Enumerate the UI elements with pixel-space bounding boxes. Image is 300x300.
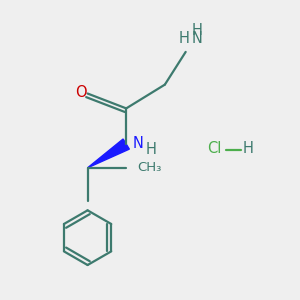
- Text: N: N: [133, 136, 143, 151]
- Text: Cl: Cl: [207, 141, 221, 156]
- Text: H: H: [191, 23, 202, 38]
- Text: H: H: [243, 141, 254, 156]
- Text: H: H: [146, 142, 156, 157]
- Text: N: N: [191, 31, 202, 46]
- Text: CH₃: CH₃: [137, 161, 162, 174]
- Text: O: O: [75, 85, 86, 100]
- Text: H: H: [179, 31, 190, 46]
- Polygon shape: [88, 139, 129, 168]
